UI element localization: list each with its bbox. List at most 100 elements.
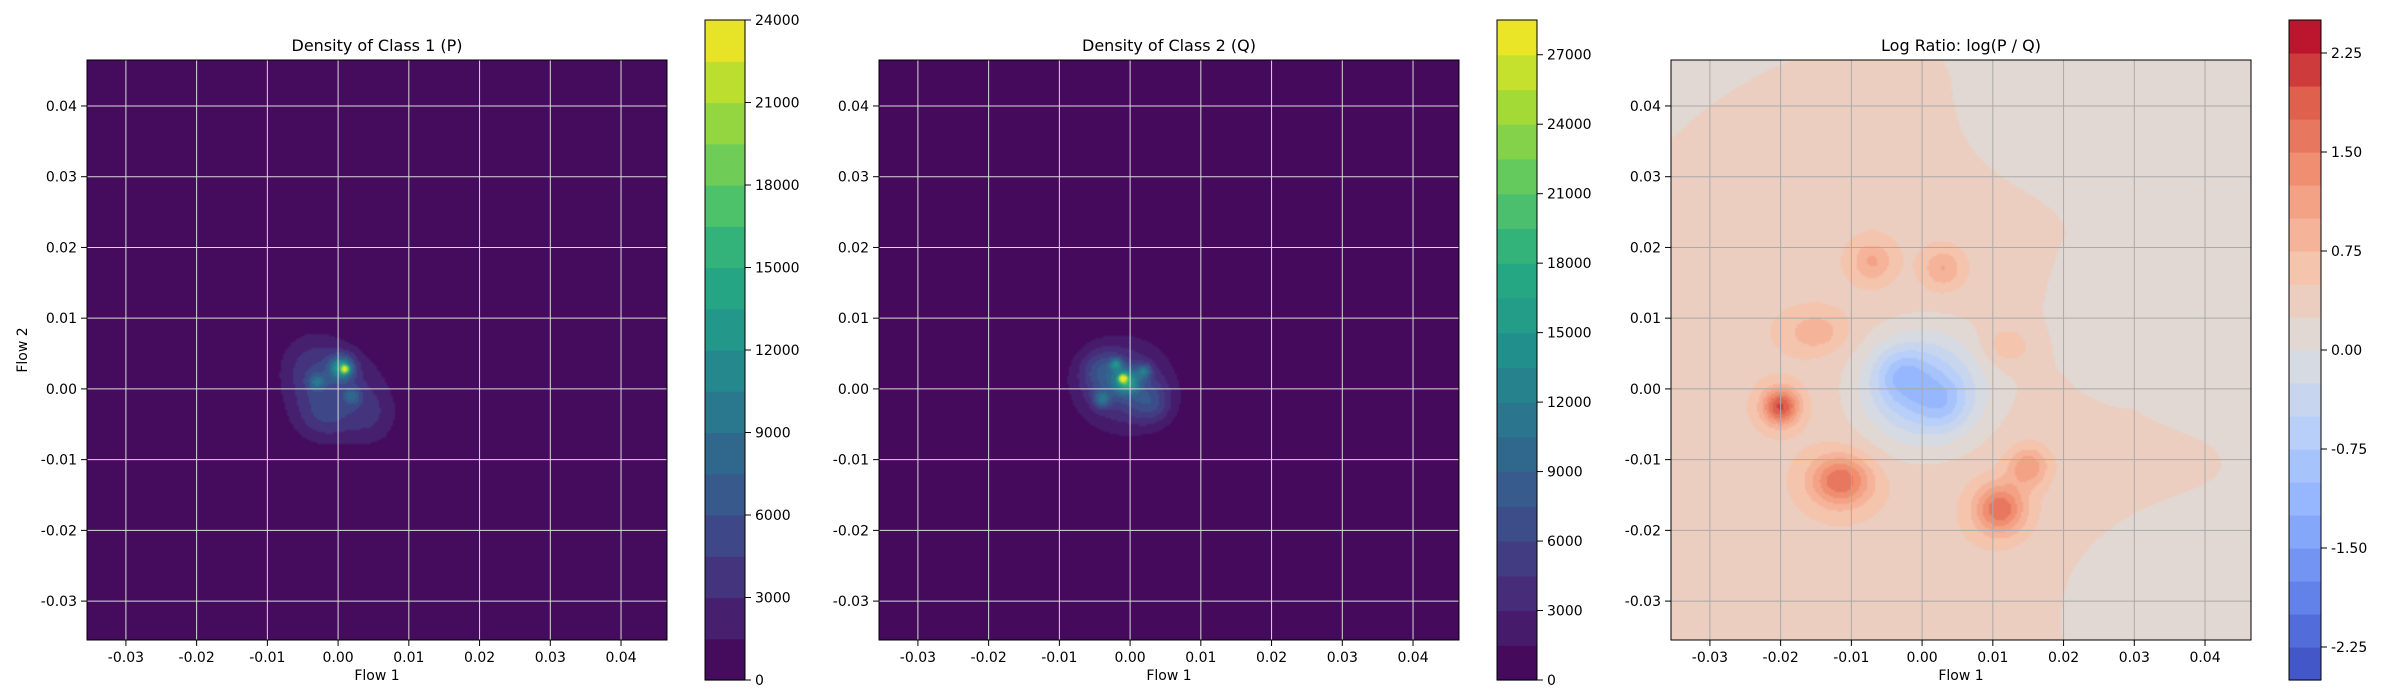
x-tick-label: 0.04 bbox=[2189, 650, 2220, 666]
colorbar-band bbox=[1497, 471, 1537, 507]
y-tick-label: -0.03 bbox=[41, 594, 77, 610]
colorbar-tick-label: 24000 bbox=[1547, 117, 1592, 133]
colorbar-band bbox=[2289, 53, 2321, 87]
colorbar-band bbox=[705, 597, 745, 640]
colorbar-band bbox=[2289, 86, 2321, 120]
panel-density-q: Density of Class 2 (Q) -0.03 -0.02 -0.01 0.… bbox=[833, 19, 1592, 689]
colorbar-band bbox=[1497, 645, 1537, 681]
colorbar-tick-label: 15000 bbox=[1547, 326, 1592, 342]
colorbar-band bbox=[705, 185, 745, 227]
colorbar-tick-label: 27000 bbox=[1547, 48, 1592, 64]
colorbar-tick-label: 21000 bbox=[1547, 187, 1592, 203]
colorbar: 0 3000 6000 9000 12000 15000 18000 21000 24000 27… bbox=[1496, 19, 1592, 689]
y-tick-label: -0.01 bbox=[833, 453, 869, 469]
colorbar-tick-label: 0.00 bbox=[2331, 343, 2362, 359]
x-tick-label: -0.03 bbox=[1692, 650, 1728, 666]
x-tick-label: 0.00 bbox=[1907, 650, 1938, 666]
colorbar-tick-label: 9000 bbox=[755, 426, 791, 442]
y-tick-label: 0.04 bbox=[46, 99, 77, 115]
colorbar-band bbox=[2289, 284, 2321, 318]
plot-frame bbox=[878, 59, 1460, 641]
y-tick-label: 0.02 bbox=[1630, 240, 1661, 256]
y-tick-label: -0.03 bbox=[833, 594, 869, 610]
colorbar-band bbox=[1497, 228, 1537, 264]
colorbar-band bbox=[705, 143, 745, 186]
colorbar-band bbox=[1497, 193, 1537, 230]
x-tick-label: 0.04 bbox=[1397, 650, 1428, 666]
x-tick-label: -0.03 bbox=[108, 650, 144, 666]
x-tick-label: 0.02 bbox=[1256, 650, 1287, 666]
colorbar-band bbox=[705, 350, 745, 392]
colorbar-band bbox=[705, 432, 745, 475]
y-tick-label: 0.03 bbox=[1630, 170, 1661, 186]
colorbar-band bbox=[1497, 20, 1537, 56]
colorbar-band bbox=[1497, 402, 1537, 438]
log-ratio-heatmap bbox=[1671, 60, 2251, 640]
colorbar-tick-label: 9000 bbox=[1547, 465, 1583, 481]
colorbar-tick-label: 12000 bbox=[755, 343, 800, 359]
x-tick-label: 0.01 bbox=[1977, 650, 2008, 666]
colorbar-tick-label: 0.75 bbox=[2331, 244, 2362, 260]
colorbar-band bbox=[705, 102, 745, 145]
panel-density-p: Density of Class 1 (P) -0.03 -0.02 -0.01 0.… bbox=[15, 13, 800, 689]
y-axis-label: Flow 2 bbox=[15, 327, 31, 372]
colorbar-band bbox=[1497, 332, 1537, 368]
grid-lines bbox=[879, 60, 1459, 640]
x-tick-label: -0.02 bbox=[179, 650, 215, 666]
y-tick-label: 0.03 bbox=[838, 170, 869, 186]
y-tick-label: 0.04 bbox=[1630, 99, 1661, 115]
y-ticks: -0.03 -0.02 -0.01 0.00 0.01 0.02 0.03 0.04 bbox=[41, 99, 87, 610]
colorbar-band bbox=[1497, 367, 1537, 403]
x-tick-label: 0.03 bbox=[1327, 650, 1358, 666]
colorbar-band bbox=[705, 391, 745, 434]
y-tick-label: 0.02 bbox=[46, 240, 77, 256]
colorbar-tick-label: 6000 bbox=[1547, 534, 1583, 550]
colorbar-band bbox=[1497, 124, 1537, 160]
colorbar-tick-label: 0 bbox=[755, 673, 764, 689]
colorbar-band bbox=[1497, 575, 1537, 612]
colorbar-tick-label: 1.50 bbox=[2331, 145, 2362, 161]
colorbar-tick-label: 21000 bbox=[755, 96, 800, 112]
colorbar-tick-label: -0.75 bbox=[2331, 442, 2367, 458]
colorbar-band bbox=[2289, 350, 2321, 384]
colorbar-band bbox=[1497, 436, 1537, 473]
x-ticks: -0.03 -0.02 -0.01 0.00 0.01 0.02 0.03 0.04 bbox=[108, 640, 637, 666]
colorbar-band bbox=[2289, 614, 2321, 648]
chart-title: Density of Class 2 (Q) bbox=[1082, 36, 1256, 55]
colorbar-tick-label: 12000 bbox=[1547, 395, 1592, 411]
y-ticks: -0.03 -0.02 -0.01 0.00 0.01 0.02 0.03 0.04 bbox=[833, 99, 879, 610]
colorbar-band bbox=[705, 638, 745, 681]
colorbar-tick-label: 2.25 bbox=[2331, 46, 2362, 62]
x-tick-label: -0.01 bbox=[1041, 650, 1077, 666]
y-tick-label: 0.01 bbox=[838, 311, 869, 327]
x-tick-label: 0.02 bbox=[2048, 650, 2079, 666]
y-tick-label: 0.02 bbox=[838, 240, 869, 256]
x-tick-label: 0.02 bbox=[464, 650, 495, 666]
colorbar-band bbox=[2289, 317, 2321, 351]
y-tick-label: -0.01 bbox=[41, 453, 77, 469]
colorbar-band bbox=[1497, 54, 1537, 91]
colorbar-band bbox=[2289, 383, 2321, 417]
colorbar-tick-label: 3000 bbox=[1547, 604, 1583, 620]
colorbar-band bbox=[705, 473, 745, 516]
y-tick-label: 0.01 bbox=[1630, 311, 1661, 327]
x-tick-label: 0.03 bbox=[535, 650, 566, 666]
y-tick-label: 0.00 bbox=[1630, 382, 1661, 398]
colorbar-band bbox=[2289, 152, 2321, 186]
x-tick-label: 0.04 bbox=[605, 650, 636, 666]
y-tick-label: 0.01 bbox=[46, 311, 77, 327]
colorbar: 0 3000 6000 9000 12000 15000 18000 21000 24000 bbox=[704, 13, 800, 689]
y-tick-label: -0.02 bbox=[1625, 523, 1661, 539]
density-heatmap bbox=[87, 60, 667, 640]
colorbar-band bbox=[2289, 647, 2321, 681]
chart-title: Log Ratio: log(P / Q) bbox=[1881, 36, 2041, 55]
colorbar-band bbox=[2289, 185, 2321, 219]
colorbar-band bbox=[1497, 89, 1537, 125]
y-ticks: -0.03 -0.02 -0.01 0.00 0.01 0.02 0.03 0.04 bbox=[1625, 99, 1671, 610]
colorbar-band bbox=[1497, 158, 1537, 195]
x-axis-label: Flow 1 bbox=[1938, 668, 1983, 684]
colorbar-band bbox=[2289, 515, 2321, 549]
colorbar-band bbox=[1497, 506, 1537, 542]
colorbar-tick-label: -1.50 bbox=[2331, 541, 2367, 557]
y-tick-label: -0.03 bbox=[1625, 594, 1661, 610]
